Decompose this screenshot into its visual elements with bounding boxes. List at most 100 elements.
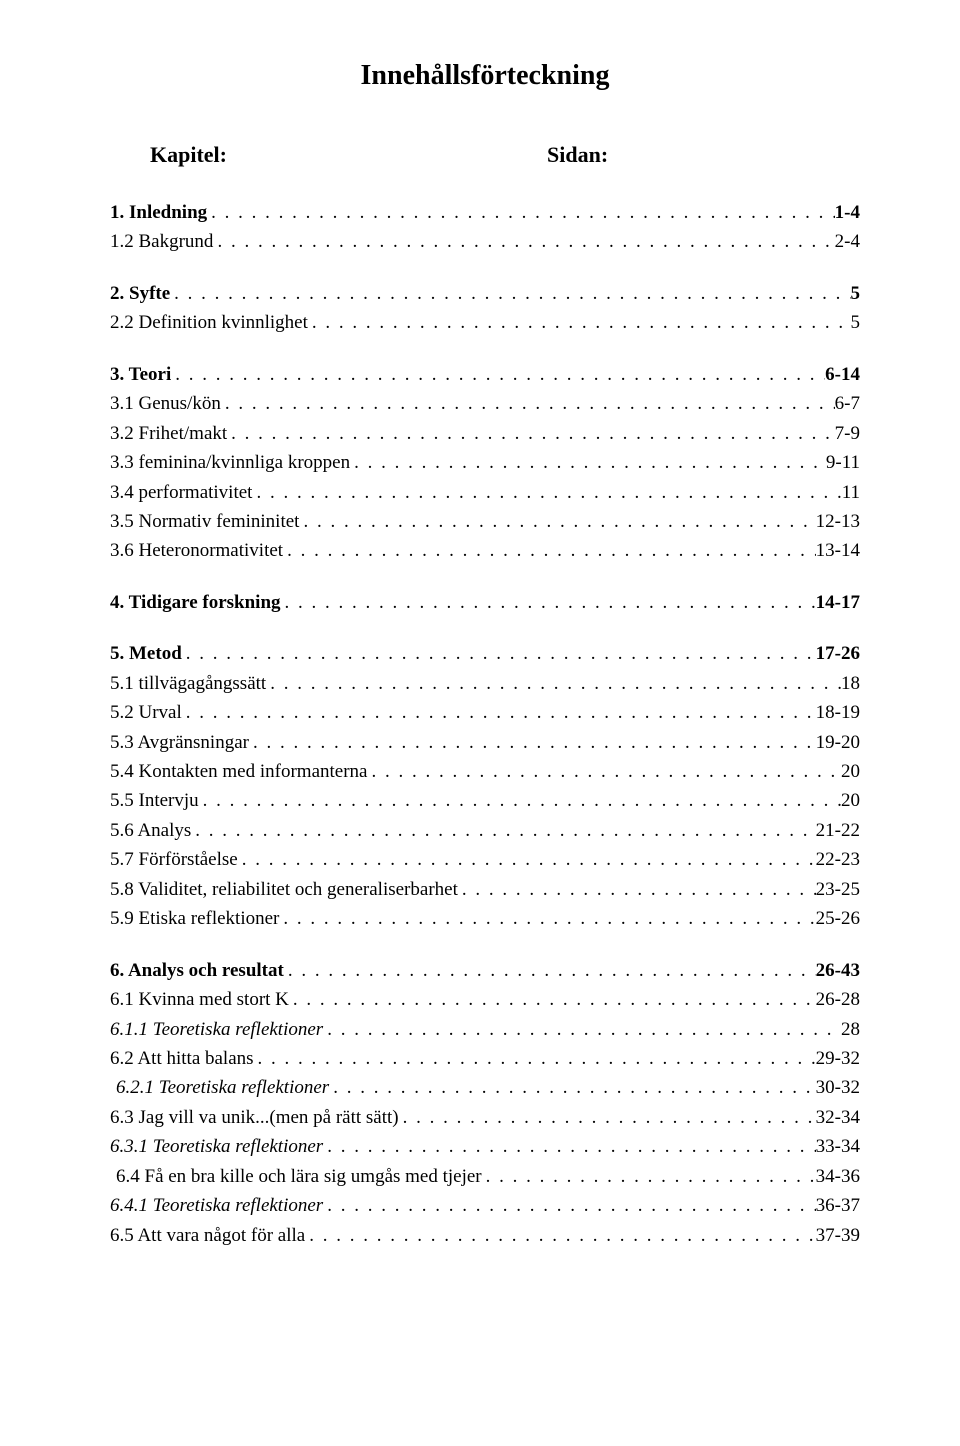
toc-entry-label: 6.1 Kvinna med stort K <box>110 985 289 1014</box>
toc-entry-page: 2-4 <box>835 227 860 256</box>
toc-entry: 3.2 Frihet/makt 7-9 <box>110 419 860 448</box>
section-gap <box>110 934 860 956</box>
toc-entry-label: 5.5 Intervju <box>110 786 199 815</box>
toc-entry: 5.2 Urval 18-19 <box>110 698 860 727</box>
toc-entry: 3.3 feminina/kvinnliga kroppen9-11 <box>110 448 860 477</box>
toc-entry-label: 3.1 Genus/kön <box>110 389 221 418</box>
toc-entry-label: 3.3 feminina/kvinnliga kroppen <box>110 448 350 477</box>
toc-entry-label: 2. Syfte <box>110 279 170 308</box>
toc-entry: 6.4.1 Teoretiska reflektioner36-37 <box>110 1191 860 1220</box>
toc-entry-dots <box>367 757 841 786</box>
toc-entry-page: 25-26 <box>816 904 860 933</box>
toc-entry-label: 5.3 Avgränsningar <box>110 728 249 757</box>
toc-entry-page: 13-14 <box>816 536 860 565</box>
toc-entry-dots <box>323 1132 815 1161</box>
toc-entry-label: 5.8 Validitet, reliabilitet och generali… <box>110 875 458 904</box>
toc-entry: 5.6 Analys 21-22 <box>110 816 860 845</box>
toc-entry-dots <box>329 1073 815 1102</box>
toc-entry: 1.2 Bakgrund 2-4 <box>110 227 860 256</box>
toc-entry-page: 22-23 <box>816 845 860 874</box>
toc-entry: 6.2 Att hitta balans29-32 <box>110 1044 860 1073</box>
section-gap <box>110 257 860 279</box>
toc-entry-page: 20 <box>841 786 860 815</box>
toc-entry-page: 23-25 <box>816 875 860 904</box>
toc-entry-label: 6.3 Jag vill va unik...(men på rätt sätt… <box>110 1103 399 1132</box>
toc-entry: 2. Syfte 5 <box>110 279 860 308</box>
toc-entry-page: 18 <box>841 669 860 698</box>
toc-entry-dots <box>207 198 835 227</box>
toc-entry-page: 32-34 <box>816 1103 860 1132</box>
toc-entry-dots <box>458 875 816 904</box>
toc-entry-dots <box>238 845 816 874</box>
toc-entry-label: 6.4.1 Teoretiska reflektioner <box>110 1191 323 1220</box>
toc-entry-label: 6.4 Få en bra kille och lära sig umgås m… <box>116 1162 482 1191</box>
toc-entry-label: 6.5 Att vara något för alla <box>110 1221 305 1250</box>
toc-entry-label: 5.2 Urval <box>110 698 182 727</box>
toc-entry-page: 26-28 <box>816 985 860 1014</box>
toc-entry: 5.8 Validitet, reliabilitet och generali… <box>110 875 860 904</box>
toc-entry-page: 5 <box>851 279 861 308</box>
toc-entry-dots <box>279 904 815 933</box>
toc-entry: 4. Tidigare forskning14-17 <box>110 588 860 617</box>
toc-entry-page: 11 <box>842 478 860 507</box>
toc-entry-page: 34-36 <box>816 1162 860 1191</box>
toc-entry: 5. Metod 17-26 <box>110 639 860 668</box>
toc-entry: 5.3 Avgränsningar 19-20 <box>110 728 860 757</box>
section-gap <box>110 566 860 588</box>
toc-entry-dots <box>281 588 816 617</box>
toc-entry-page: 17-26 <box>816 639 860 668</box>
toc-entry-dots <box>191 816 815 845</box>
toc-entry: 6. Analys och resultat26-43 <box>110 956 860 985</box>
page-title: Innehållsförteckning <box>110 60 860 92</box>
toc-entry-dots <box>299 507 815 536</box>
toc-entry-dots <box>249 728 816 757</box>
toc-entry: 2.2 Definition kvinnlighet 5 <box>110 308 860 337</box>
toc-entry-dots <box>213 227 834 256</box>
toc-entry: 5.7 Förförståelse22-23 <box>110 845 860 874</box>
toc-entry-label: 3.4 performativitet <box>110 478 252 507</box>
toc-entry-dots <box>308 308 851 337</box>
toc-entry-dots <box>283 536 816 565</box>
toc-entry-label: 5.6 Analys <box>110 816 191 845</box>
toc-entry: 6.4 Få en bra kille och lära sig umgås m… <box>110 1162 860 1191</box>
toc-entry-dots <box>289 985 816 1014</box>
toc-entry-dots <box>399 1103 816 1132</box>
toc-entry-label: 6.3.1 Teoretiska reflektioner <box>110 1132 323 1161</box>
toc-entry-dots <box>170 279 850 308</box>
toc-entry-page: 7-9 <box>835 419 860 448</box>
toc-entry-page: 29-32 <box>816 1044 860 1073</box>
toc-entry-dots <box>252 478 841 507</box>
toc-entry-dots <box>323 1015 841 1044</box>
toc-entry: 5.1 tillvägagångssätt 18 <box>110 669 860 698</box>
toc-entry-label: 5.1 tillvägagångssätt <box>110 669 266 698</box>
toc-entry-label: 1.2 Bakgrund <box>110 227 213 256</box>
toc-entry-label: 5. Metod <box>110 639 182 668</box>
toc-entry: 6.5 Att vara något för alla37-39 <box>110 1221 860 1250</box>
toc-entry: 3.4 performativitet 11 <box>110 478 860 507</box>
toc-entry-label: 5.9 Etiska reflektioner <box>110 904 279 933</box>
toc-entry-page: 18-19 <box>816 698 860 727</box>
toc-entry-dots <box>221 389 835 418</box>
toc-entry-page: 21-22 <box>816 816 860 845</box>
toc-entry-page: 5 <box>851 308 861 337</box>
toc-entry-label: 4. Tidigare forskning <box>110 588 281 617</box>
toc-entry: 3.5 Normativ femininitet12-13 <box>110 507 860 536</box>
toc-entry-page: 19-20 <box>816 728 860 757</box>
toc-entry-page: 1-4 <box>835 198 860 227</box>
toc-entry-page: 28 <box>841 1015 860 1044</box>
toc-entry-dots <box>305 1221 815 1250</box>
toc-entry-label: 5.4 Kontakten med informanterna <box>110 757 367 786</box>
toc-entry-dots <box>199 786 841 815</box>
header-kapitel: Kapitel: <box>110 142 227 168</box>
toc-entry: 6.2.1 Teoretiska reflektioner30-32 <box>110 1073 860 1102</box>
toc-entry-page: 33-34 <box>816 1132 860 1161</box>
toc-header-row: Kapitel: Sidan: <box>110 142 860 168</box>
toc-entry: 6.1.1 Teoretiska reflektioner28 <box>110 1015 860 1044</box>
toc-entry-dots <box>182 698 816 727</box>
section-gap <box>110 338 860 360</box>
toc-entry-label: 3.2 Frihet/makt <box>110 419 227 448</box>
toc-entry: 3.1 Genus/kön6-7 <box>110 389 860 418</box>
toc-entry-label: 2.2 Definition kvinnlighet <box>110 308 308 337</box>
toc-entry-page: 6-14 <box>825 360 860 389</box>
toc-entry: 1. Inledning1-4 <box>110 198 860 227</box>
